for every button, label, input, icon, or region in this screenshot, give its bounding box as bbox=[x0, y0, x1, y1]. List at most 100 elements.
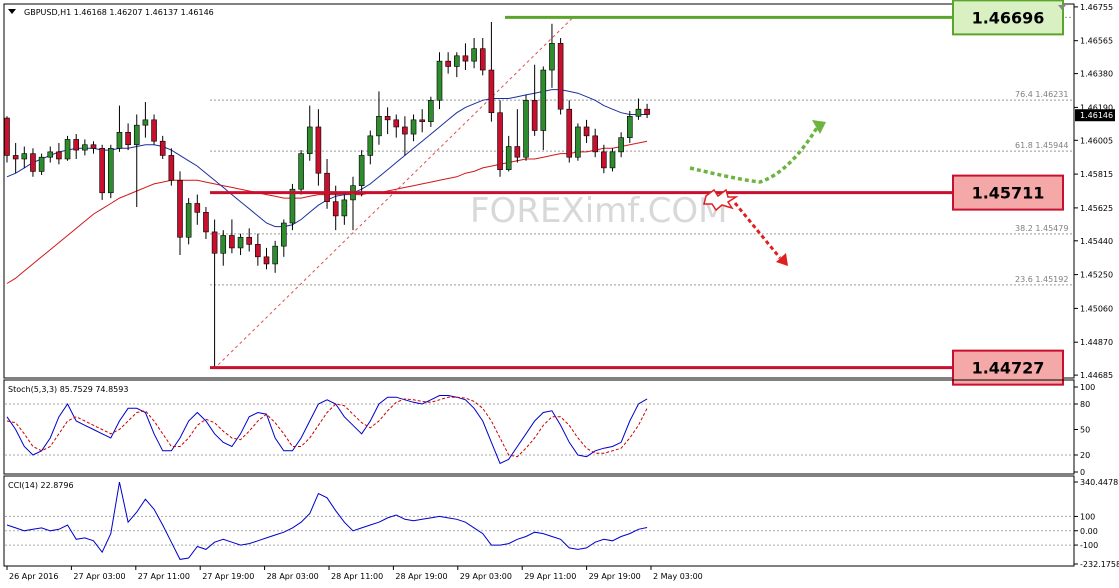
candle bbox=[453, 52, 460, 78]
candle bbox=[557, 38, 564, 115]
candle-body bbox=[151, 119, 157, 142]
panel-tick-label: 100 bbox=[1080, 383, 1095, 392]
candle bbox=[393, 114, 400, 138]
candle bbox=[47, 146, 54, 163]
candle-body bbox=[108, 148, 114, 194]
candle bbox=[462, 43, 469, 71]
candle-body bbox=[177, 180, 183, 238]
price-tick-label: 1.45060 bbox=[1080, 304, 1113, 313]
candle-body bbox=[384, 115, 391, 121]
candle-body bbox=[479, 48, 486, 71]
time-tick-label: 29 Apr 11:00 bbox=[524, 572, 576, 581]
support-resistance-levels: 1.46696 1.45711 1.44727 bbox=[210, 0, 1064, 386]
candle-body bbox=[246, 236, 252, 245]
candle-body bbox=[583, 126, 590, 137]
candle-body bbox=[358, 155, 365, 186]
candle bbox=[99, 144, 105, 200]
candle bbox=[341, 194, 348, 225]
candle bbox=[376, 91, 382, 145]
price-tick-label: 1.45815 bbox=[1080, 170, 1113, 179]
series-main-line bbox=[6, 481, 648, 560]
candle-body bbox=[367, 135, 374, 156]
stochastic-title: Stoch(5,3,3) 85.7529 74.8593 bbox=[8, 385, 128, 394]
candle-body bbox=[471, 48, 477, 62]
candle bbox=[324, 158, 330, 209]
candle bbox=[116, 105, 123, 152]
candlesticks bbox=[4, 22, 650, 369]
candle-body bbox=[505, 146, 512, 170]
candle bbox=[203, 207, 209, 240]
candle bbox=[142, 102, 149, 138]
candle bbox=[4, 116, 10, 163]
watermark: FOREXimf.COM bbox=[470, 191, 727, 231]
candle-body bbox=[341, 199, 348, 217]
candle-body bbox=[376, 115, 382, 137]
panel-tick-label: -100 bbox=[1080, 541, 1098, 550]
candle-body bbox=[497, 112, 503, 170]
candle-body bbox=[194, 203, 201, 213]
candle bbox=[185, 198, 192, 245]
fibonacci-label: 23.6 1.45192 bbox=[1015, 275, 1068, 284]
candle bbox=[306, 105, 313, 161]
candle-body bbox=[185, 203, 192, 238]
stochastic-panel: Stoch(5,3,3) 85.7529 74.8593 bbox=[3, 379, 1075, 475]
scroll-marker-icon[interactable] bbox=[1058, 5, 1066, 10]
candle-body bbox=[30, 153, 36, 172]
time-tick-label: 26 Apr 2016 bbox=[9, 572, 58, 581]
collapse-triangle-icon[interactable] bbox=[8, 9, 16, 14]
candle bbox=[30, 148, 36, 177]
candle-body bbox=[644, 108, 650, 115]
candle-body bbox=[229, 235, 235, 249]
candle-body bbox=[453, 55, 460, 67]
candle bbox=[73, 134, 79, 159]
candle-body bbox=[592, 135, 599, 153]
candle-body bbox=[220, 235, 227, 254]
panel-tick-label: 80 bbox=[1080, 400, 1090, 409]
candle-body bbox=[445, 60, 451, 67]
candle bbox=[540, 66, 547, 151]
series-signal-line bbox=[6, 396, 648, 458]
candle bbox=[280, 219, 287, 257]
candle bbox=[237, 233, 244, 256]
candle bbox=[82, 139, 88, 156]
price-tick-label: 1.45625 bbox=[1080, 204, 1113, 213]
candle-body bbox=[332, 201, 339, 217]
candle-body bbox=[38, 156, 45, 172]
candle bbox=[531, 64, 538, 136]
bearish-arrowhead-icon bbox=[776, 253, 788, 266]
candle-body bbox=[566, 108, 573, 158]
candle-body bbox=[462, 55, 469, 62]
candle bbox=[12, 142, 19, 174]
candle-body bbox=[255, 244, 261, 258]
candle bbox=[419, 109, 426, 133]
candle-body bbox=[618, 137, 624, 153]
candle-body bbox=[419, 119, 426, 122]
candle-body bbox=[488, 69, 495, 114]
time-tick-label: 27 Apr 19:00 bbox=[202, 572, 254, 581]
cci-title: CCI(14) 22.8796 bbox=[8, 481, 74, 490]
candle-body bbox=[324, 172, 330, 202]
candle bbox=[90, 141, 97, 154]
fibonacci-label: 76.4 1.46231 bbox=[1015, 90, 1068, 99]
candle-body bbox=[211, 231, 218, 254]
candle-body bbox=[626, 115, 633, 138]
candle-body bbox=[56, 151, 62, 160]
candle bbox=[514, 109, 521, 163]
cci-panel: CCI(14) 22.8796 bbox=[3, 475, 1075, 567]
current-price-box bbox=[1075, 109, 1115, 122]
time-tick-label: 28 Apr 03:00 bbox=[267, 572, 319, 581]
candle-body bbox=[142, 119, 149, 126]
candle bbox=[497, 100, 503, 177]
candle-body bbox=[575, 126, 581, 158]
candle bbox=[367, 130, 374, 165]
price-tick-label: 1.44685 bbox=[1080, 371, 1113, 380]
candle bbox=[505, 135, 512, 172]
candle-body bbox=[21, 153, 28, 160]
candle bbox=[626, 110, 633, 143]
candle bbox=[298, 150, 304, 195]
candle bbox=[428, 96, 434, 127]
candle bbox=[64, 135, 71, 161]
candle-body bbox=[289, 188, 296, 224]
symbol-title: GBPUSD,H1 1.46168 1.46207 1.46137 1.4614… bbox=[24, 8, 214, 17]
